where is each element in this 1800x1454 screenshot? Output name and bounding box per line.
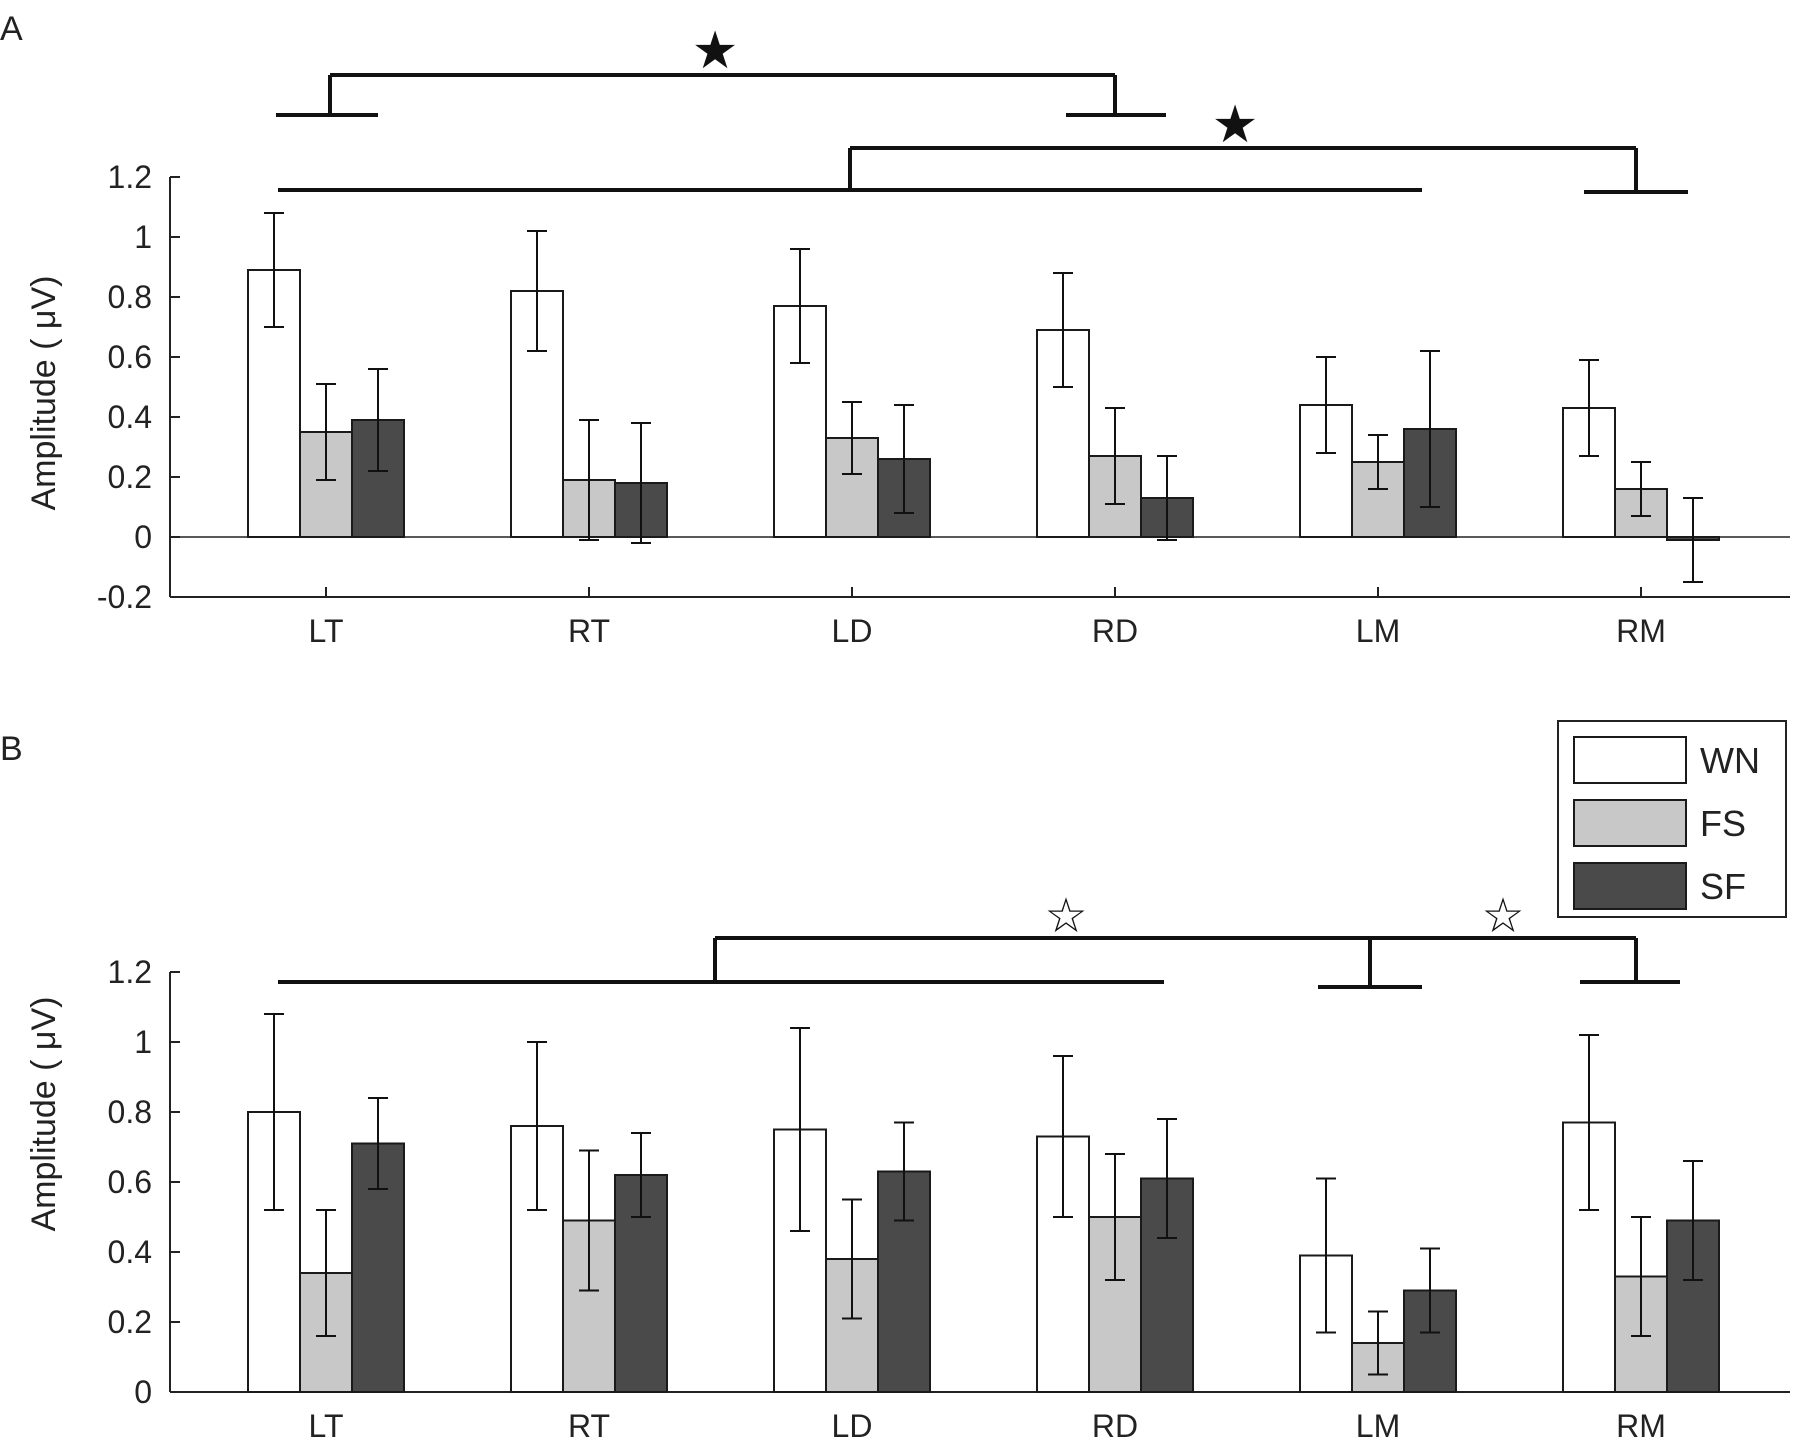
x-tick-label: RT xyxy=(568,1408,610,1444)
significance-brackets: ☆ ☆ xyxy=(278,890,1680,989)
panel-a: A Amplitude ( μV) -0.2 0 0.2 0.4 0.6 0.8 1 1.2 L… xyxy=(0,10,1790,649)
y-tick-label: 1 xyxy=(134,1024,152,1060)
legend: WN FS SF xyxy=(1557,720,1787,918)
y-tick-label: 0.2 xyxy=(108,1304,152,1340)
x-tick-label: RT xyxy=(568,613,610,649)
y-tick-label: 0.4 xyxy=(108,1234,152,1270)
panel-label-a: A xyxy=(0,10,23,48)
plot-area-a: -0.200.20.40.60.811.2LT RT LD RD LM RM★★ xyxy=(97,22,1790,649)
panel-label-b: B xyxy=(0,730,23,768)
x-tick-label: LT xyxy=(309,613,344,649)
x-tick-label: LD xyxy=(832,1408,873,1444)
plot-area-b: 00.20.40.60.811.2LT RT LD RD LM RM☆ ☆ xyxy=(108,890,1790,1444)
x-tick-label: RM xyxy=(1616,613,1666,649)
y-axis-label-a: Amplitude ( μV) xyxy=(25,276,63,511)
y-tick-label: 0.8 xyxy=(108,279,152,315)
x-tick-label: RD xyxy=(1092,1408,1138,1444)
significance-star: ☆ xyxy=(1044,890,1087,943)
y-tick-label: 0.2 xyxy=(108,459,152,495)
legend-swatch-fs xyxy=(1573,799,1687,847)
legend-swatch-sf xyxy=(1573,862,1687,910)
bar-fs xyxy=(1614,488,1668,538)
x-tick-label: RM xyxy=(1616,1408,1666,1444)
y-tick-label: 0 xyxy=(134,1374,152,1410)
x-tick-label: LT xyxy=(309,1408,344,1444)
y-tick-label: 0.4 xyxy=(108,399,152,435)
significance-star: ☆ xyxy=(1481,890,1524,943)
x-tick-label: LM xyxy=(1356,613,1400,649)
y-tick-label: 1.2 xyxy=(108,954,152,990)
panel-b: B Amplitude ( μV) 0 0.2 0.4 0.6 0.8 1 1.2 LT RT L… xyxy=(0,720,1790,1444)
y-axis-label-b: Amplitude ( μV) xyxy=(25,997,63,1232)
y-tick-label: 0 xyxy=(134,519,152,555)
y-tick-label: 0.6 xyxy=(108,1164,152,1200)
y-tick-label: 1 xyxy=(134,219,152,255)
significance-brackets: ★★ xyxy=(276,22,1688,194)
x-tick-label: LM xyxy=(1356,1408,1400,1444)
legend-swatch-wn xyxy=(1573,736,1687,784)
y-tick-label: 1.2 xyxy=(108,159,152,195)
significance-star: ★ xyxy=(1212,96,1259,154)
y-tick-label: 0.6 xyxy=(108,339,152,375)
x-tick-label: LD xyxy=(832,613,873,649)
y-tick-label: -0.2 xyxy=(97,579,152,615)
y-tick-label: 0.8 xyxy=(108,1094,152,1130)
legend-label-fs: FS xyxy=(1700,803,1746,844)
legend-label-sf: SF xyxy=(1700,866,1746,907)
legend-label-wn: WN xyxy=(1700,740,1760,781)
x-tick-label: RD xyxy=(1092,613,1138,649)
significance-star: ★ xyxy=(692,22,739,80)
